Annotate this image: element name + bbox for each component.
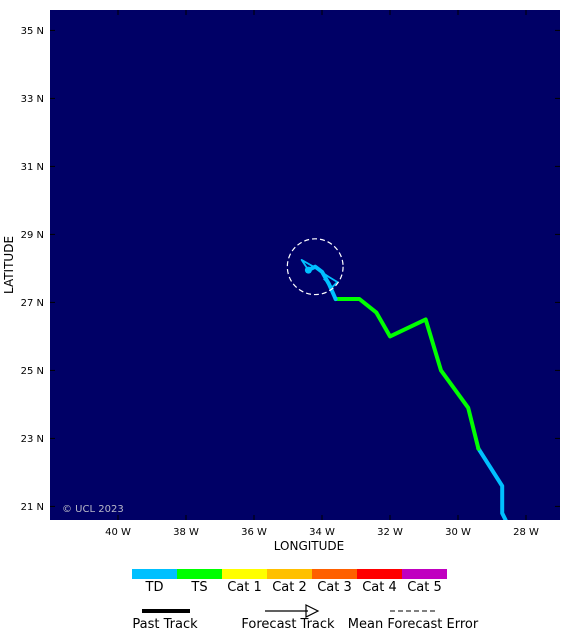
past-track-legend: Past Track (132, 609, 198, 632)
lon-tick-label: 40 W (105, 527, 131, 538)
category-swatch (222, 569, 267, 579)
category-swatch (402, 569, 447, 579)
copyright-text: © UCL 2023 (62, 504, 124, 515)
category-label: TD (145, 580, 164, 595)
lat-tick-label: 27 N (21, 298, 44, 309)
lon-tick-label: 32 W (377, 527, 403, 538)
y-axis-title: LATITUDE (2, 236, 16, 294)
current-position-marker (304, 266, 312, 274)
category-label: Cat 5 (407, 580, 442, 595)
forecast-track-legend: Forecast Track (241, 604, 335, 632)
forecast-track-label: Forecast Track (241, 617, 335, 632)
category-swatch (357, 569, 402, 579)
lat-tick-label: 33 N (21, 94, 44, 105)
lon-tick-label: 36 W (241, 527, 267, 538)
category-swatch (132, 569, 177, 579)
category-swatch (177, 569, 222, 579)
lon-tick-label: 30 W (445, 527, 471, 538)
lat-tick-label: 29 N (21, 230, 44, 241)
lat-tick-label: 31 N (21, 162, 44, 173)
category-label: Cat 2 (272, 580, 307, 595)
storm-track (300, 258, 508, 520)
category-swatch (267, 569, 312, 579)
category-label: Cat 1 (227, 580, 262, 595)
past-track-segment (476, 446, 508, 520)
lat-tick-label: 23 N (21, 434, 44, 445)
lat-tick-label: 35 N (21, 26, 44, 37)
axis-ticks (50, 10, 560, 520)
mean-error-label: Mean Forecast Error (348, 617, 479, 632)
lon-tick-label: 38 W (173, 527, 199, 538)
lat-tick-label: 21 N (21, 502, 44, 513)
forecast-arrow-icon (305, 604, 320, 618)
category-swatch (312, 569, 357, 579)
mean-error-legend: Mean Forecast Error (348, 610, 479, 632)
category-label: TS (190, 580, 207, 595)
forecast-track-segment (300, 258, 339, 289)
category-label: Cat 4 (362, 580, 397, 595)
lat-tick-label: 25 N (21, 366, 44, 377)
category-label: Cat 3 (317, 580, 352, 595)
mean-forecast-error-circle (286, 238, 344, 296)
lon-tick-label: 28 W (513, 527, 539, 538)
past-track-label: Past Track (132, 617, 198, 632)
category-legend: TD TS Cat 1 Cat 2 Cat 3 Cat 4 Cat 5 (132, 569, 447, 595)
axis-tick-labels: 40 W 38 W 36 W 34 W 32 W 30 W 28 W 35 N 33 N 31 N… (21, 26, 539, 538)
x-axis-title: LONGITUDE (274, 539, 344, 553)
lon-tick-label: 34 W (309, 527, 335, 538)
past-track-segment (333, 297, 481, 451)
